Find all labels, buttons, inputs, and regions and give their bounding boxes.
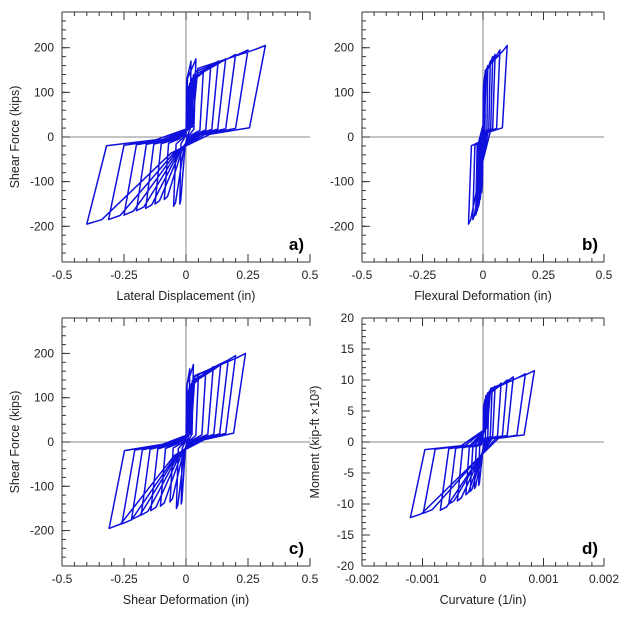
x-axis-label: Flexural Deformation (in) bbox=[414, 289, 552, 303]
x-tick-label: -0.25 bbox=[409, 268, 437, 282]
panel-b: -0.5 -0.25 0 0.25 0.5 -200 -100 0 100 200 Flexural… bbox=[330, 11, 613, 303]
x-tick-label: -0.5 bbox=[52, 268, 73, 282]
y-axis-label: Shear Force (kips) bbox=[8, 391, 22, 494]
x-tick-label: -0.5 bbox=[352, 268, 373, 282]
x-tick-label: -0.002 bbox=[345, 572, 379, 586]
y-tick-label: 10 bbox=[341, 373, 355, 387]
x-tick-label: -0.001 bbox=[405, 572, 439, 586]
y-tick-label: 100 bbox=[34, 85, 54, 99]
y-tick-label: -200 bbox=[30, 219, 54, 233]
panel-d: -0.002 -0.001 0 0.001 0.002 -20 -15 -10 -5 0 5 10 15… bbox=[308, 311, 619, 607]
y-axis-label: Moment (kip-ft ×10³) bbox=[308, 386, 322, 499]
y-tick-label: -20 bbox=[337, 559, 355, 573]
x-tick-label: 0.25 bbox=[236, 268, 260, 282]
y-tick-label: 100 bbox=[334, 85, 354, 99]
x-axis-label: Shear Deformation (in) bbox=[123, 593, 249, 607]
hysteresis-curve bbox=[108, 352, 247, 530]
y-tick-label: 200 bbox=[334, 41, 354, 55]
x-tick-label: -0.25 bbox=[110, 572, 138, 586]
x-tick-label: 0.002 bbox=[589, 572, 619, 586]
y-tick-label: -200 bbox=[30, 524, 54, 538]
hysteresis-curve bbox=[409, 369, 536, 519]
panel-c: -0.5 -0.25 0 0.25 0.5 -200 -100 0 100 200 Shear De… bbox=[8, 317, 319, 607]
hysteresis-curve bbox=[86, 44, 267, 225]
panel-label: b) bbox=[582, 235, 598, 254]
y-tick-label: -100 bbox=[30, 175, 54, 189]
y-tick-label: -100 bbox=[330, 175, 354, 189]
x-tick-label: 0.5 bbox=[302, 268, 319, 282]
x-tick-label: -0.25 bbox=[110, 268, 138, 282]
panel-label: a) bbox=[289, 235, 304, 254]
y-tick-label: -15 bbox=[337, 528, 355, 542]
y-tick-label: 20 bbox=[341, 311, 355, 325]
y-tick-label: 0 bbox=[347, 130, 354, 144]
y-tick-label: -100 bbox=[30, 479, 54, 493]
panel-a: -0.5 -0.25 0 0.25 0.5 -200 -100 0 100 200 Lateral … bbox=[8, 11, 319, 303]
x-tick-label: 0 bbox=[480, 268, 487, 282]
hysteresis-curve bbox=[467, 44, 508, 225]
y-tick-label: 200 bbox=[34, 346, 54, 360]
x-axis-label: Curvature (1/in) bbox=[440, 593, 527, 607]
x-tick-label: 0.5 bbox=[302, 572, 319, 586]
x-tick-label: 0.5 bbox=[596, 268, 613, 282]
y-tick-label: 0 bbox=[347, 435, 354, 449]
y-tick-label: -200 bbox=[330, 219, 354, 233]
y-tick-label: 200 bbox=[34, 41, 54, 55]
x-tick-label: 0.25 bbox=[236, 572, 260, 586]
panel-label: d) bbox=[582, 539, 598, 558]
y-tick-label: 100 bbox=[34, 391, 54, 405]
x-tick-label: 0.25 bbox=[532, 268, 556, 282]
x-tick-label: -0.5 bbox=[52, 572, 73, 586]
x-tick-label: 0.001 bbox=[528, 572, 558, 586]
y-tick-label: 0 bbox=[47, 435, 54, 449]
y-tick-label: 5 bbox=[347, 404, 354, 418]
panel-label: c) bbox=[289, 539, 304, 558]
y-tick-label: 0 bbox=[47, 130, 54, 144]
x-tick-label: 0 bbox=[480, 572, 487, 586]
x-tick-label: 0 bbox=[183, 268, 190, 282]
y-tick-label: -5 bbox=[343, 466, 354, 480]
x-tick-label: 0 bbox=[183, 572, 190, 586]
y-tick-label: 15 bbox=[341, 342, 355, 356]
y-tick-label: -10 bbox=[337, 497, 355, 511]
x-axis-label: Lateral Displacement (in) bbox=[117, 289, 256, 303]
y-axis-label: Shear Force (kips) bbox=[8, 86, 22, 189]
